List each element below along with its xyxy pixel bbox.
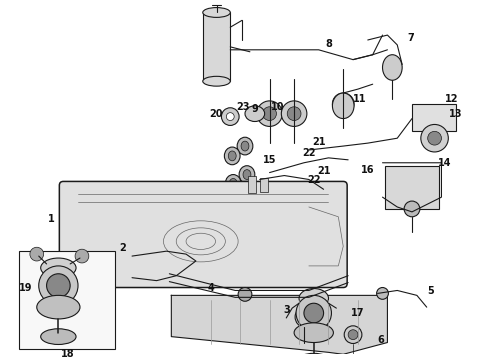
Ellipse shape [337,98,349,110]
Ellipse shape [39,266,78,305]
Text: 1: 1 [48,214,55,224]
Ellipse shape [221,108,239,125]
Ellipse shape [348,330,358,339]
Ellipse shape [294,323,333,342]
Text: 11: 11 [353,94,367,104]
Ellipse shape [281,101,307,126]
Ellipse shape [30,247,44,261]
Bar [203,13,230,81]
Text: 9: 9 [251,104,258,114]
Bar [19,251,115,350]
Ellipse shape [224,147,240,165]
Text: 3: 3 [284,305,291,315]
Text: 22: 22 [307,175,320,185]
Text: 16: 16 [361,165,374,175]
Ellipse shape [75,249,89,263]
Text: 17: 17 [351,308,365,318]
Ellipse shape [298,353,329,360]
Ellipse shape [304,303,323,323]
Polygon shape [172,295,388,354]
Text: 14: 14 [438,158,451,168]
Text: 21: 21 [312,137,325,147]
Ellipse shape [225,175,241,192]
Ellipse shape [229,179,237,188]
Text: 10: 10 [270,102,284,112]
Text: 2: 2 [119,243,125,253]
Text: 19: 19 [19,283,33,293]
Ellipse shape [428,131,441,145]
Ellipse shape [41,258,76,278]
Bar [386,166,439,209]
Ellipse shape [47,274,70,297]
Ellipse shape [243,170,251,180]
Text: 4: 4 [207,283,214,293]
Ellipse shape [41,329,76,345]
Text: 7: 7 [408,33,415,43]
Bar [248,176,256,193]
Text: 18: 18 [61,349,75,359]
Text: 6: 6 [377,334,384,345]
Ellipse shape [332,93,354,118]
Ellipse shape [238,288,252,301]
Ellipse shape [257,101,282,126]
Ellipse shape [383,55,402,80]
Ellipse shape [228,151,236,161]
Ellipse shape [241,141,249,151]
Ellipse shape [296,295,331,331]
Ellipse shape [344,326,362,343]
Ellipse shape [226,113,234,121]
Ellipse shape [237,137,253,155]
Text: 5: 5 [427,287,434,296]
Text: 20: 20 [209,109,222,119]
Text: 22: 22 [302,148,316,158]
Ellipse shape [287,107,301,121]
FancyBboxPatch shape [59,181,347,288]
Ellipse shape [299,288,328,308]
Text: 13: 13 [449,109,463,119]
Ellipse shape [203,76,230,86]
Bar [260,177,268,192]
Ellipse shape [295,307,313,327]
Text: 23: 23 [236,102,250,112]
Text: 12: 12 [444,94,458,104]
Text: 21: 21 [317,166,330,176]
Bar [412,104,456,131]
Ellipse shape [332,93,354,114]
Ellipse shape [203,8,230,17]
Ellipse shape [37,295,80,319]
Ellipse shape [377,288,389,299]
Ellipse shape [239,166,255,183]
Ellipse shape [299,311,309,323]
Ellipse shape [421,125,448,152]
Ellipse shape [245,106,265,122]
Ellipse shape [404,201,420,217]
Text: 8: 8 [325,39,332,49]
Ellipse shape [263,107,276,121]
Text: 15: 15 [263,155,276,165]
